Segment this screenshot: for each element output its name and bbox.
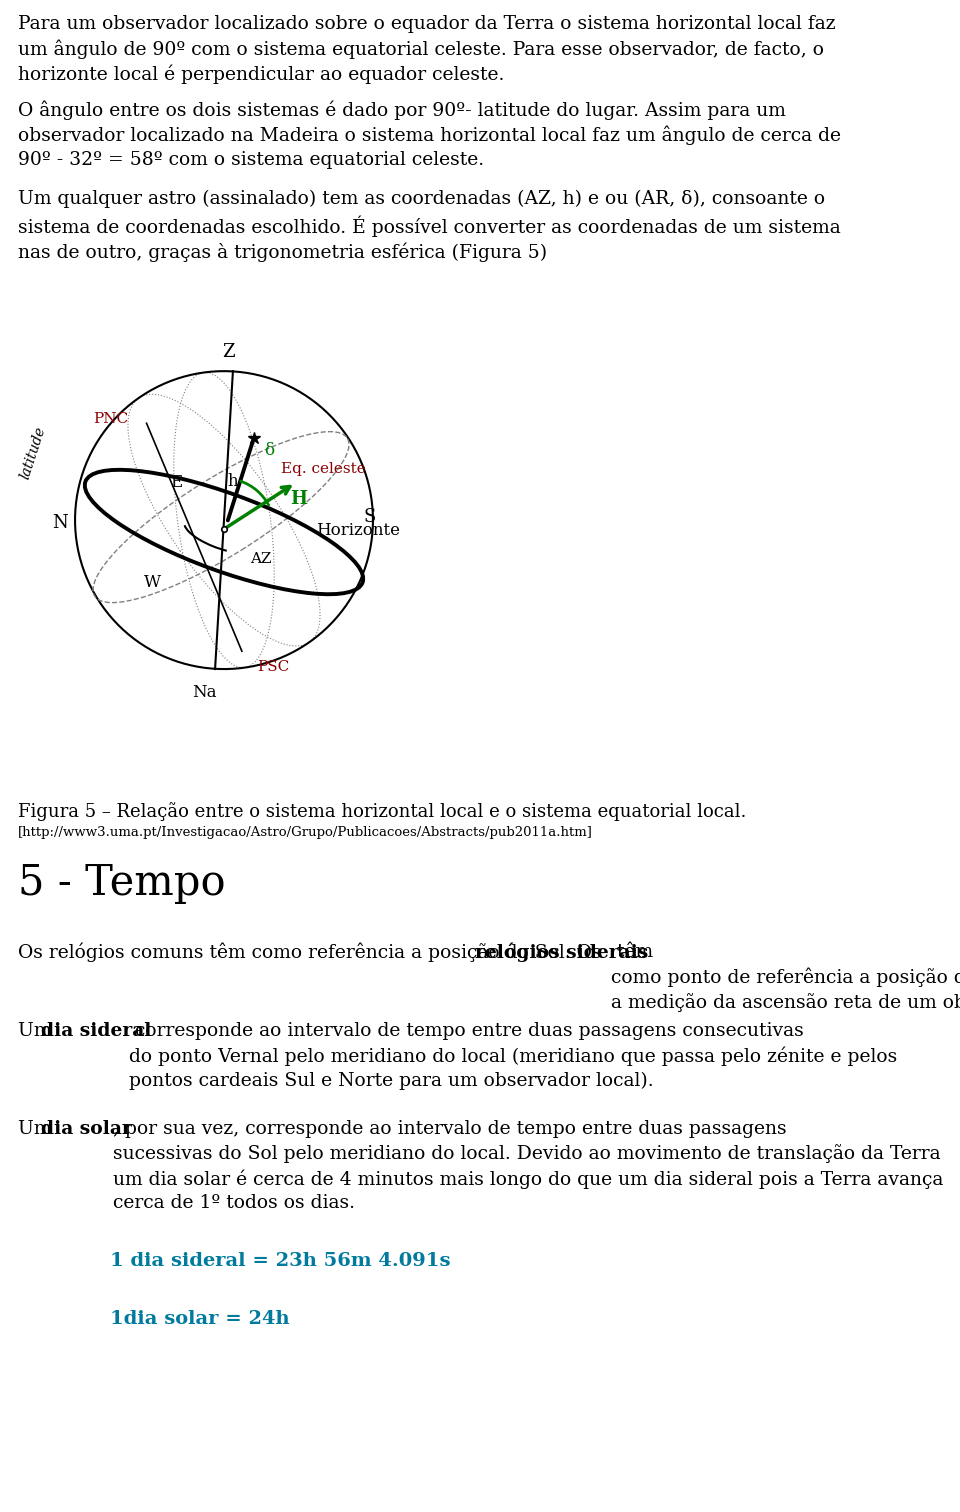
Text: h: h xyxy=(228,473,238,490)
Text: Na: Na xyxy=(192,683,217,702)
Text: AZ: AZ xyxy=(251,552,272,565)
Text: Os relógios comuns têm como referência a posição do Sol. Os: Os relógios comuns têm como referência a… xyxy=(18,943,608,963)
Text: relógios siderais: relógios siderais xyxy=(475,943,648,963)
Text: Para um observador localizado sobre o equador da Terra o sistema horizontal loca: Para um observador localizado sobre o eq… xyxy=(18,15,835,85)
Text: PSC: PSC xyxy=(256,661,289,674)
Text: corresponde ao intervalo de tempo entre duas passagens consecutivas
do ponto Ver: corresponde ao intervalo de tempo entre … xyxy=(129,1022,898,1090)
Text: dia sideral: dia sideral xyxy=(41,1022,152,1040)
Text: Um qualquer astro (assinalado) tem as coordenadas (AZ, h) e ou (AR, δ), consoant: Um qualquer astro (assinalado) tem as co… xyxy=(18,191,841,263)
Text: E: E xyxy=(170,475,182,491)
Text: têm
como ponto de referência a posição do ponto Vernal, ou seja, o ponto de refe: têm como ponto de referência a posição d… xyxy=(612,943,960,1012)
Text: δ: δ xyxy=(264,442,274,458)
Text: 1dia solar = 24h: 1dia solar = 24h xyxy=(110,1309,290,1328)
Text: , por sua vez, corresponde ao intervalo de tempo entre duas passagens
sucessivas: , por sua vez, corresponde ao intervalo … xyxy=(113,1120,944,1213)
Text: 1 dia sideral = 23h 56m 4.091s: 1 dia sideral = 23h 56m 4.091s xyxy=(110,1252,450,1270)
Text: PNC: PNC xyxy=(93,411,129,426)
Text: Eq. celeste: Eq. celeste xyxy=(280,463,366,476)
Text: dia solar: dia solar xyxy=(41,1120,132,1139)
Text: Horizonte: Horizonte xyxy=(317,522,400,540)
Text: 5 - Tempo: 5 - Tempo xyxy=(18,862,226,904)
Text: S: S xyxy=(364,508,376,526)
Text: Z: Z xyxy=(222,343,235,361)
Text: O ângulo entre os dois sistemas é dado por 90º- latitude do lugar. Assim para um: O ângulo entre os dois sistemas é dado p… xyxy=(18,100,841,169)
Text: Um: Um xyxy=(18,1120,58,1139)
Text: latitude: latitude xyxy=(18,425,48,481)
Text: Figura 5 – Relação entre o sistema horizontal local e o sistema equatorial local: Figura 5 – Relação entre o sistema horiz… xyxy=(18,801,746,821)
Text: N: N xyxy=(52,514,68,532)
Text: H: H xyxy=(290,490,307,508)
Text: W: W xyxy=(144,575,161,591)
Text: [http://www3.uma.pt/Investigacao/Astro/Grupo/Publicacoes/Abstracts/pub2011a.htm]: [http://www3.uma.pt/Investigacao/Astro/G… xyxy=(18,826,593,839)
Text: Um: Um xyxy=(18,1022,58,1040)
